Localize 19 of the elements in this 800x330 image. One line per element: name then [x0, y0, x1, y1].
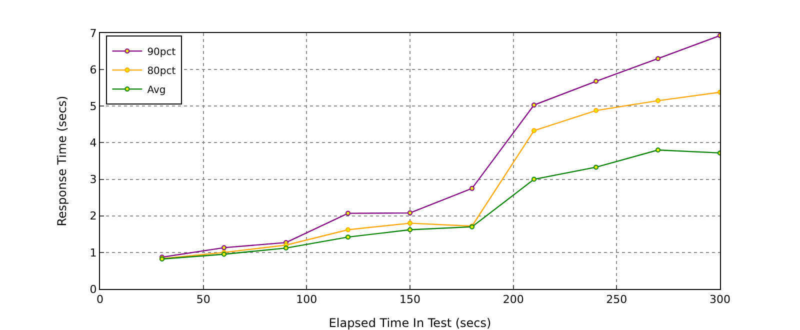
x-tick-label: 100 [296, 293, 318, 306]
y-tick-label: 0 [90, 282, 97, 296]
y-tick-label: 5 [90, 100, 97, 113]
x-tick-label: 250 [606, 293, 628, 306]
y-tick-label: 1 [90, 246, 97, 260]
x-tick-label: 200 [502, 293, 524, 306]
x-axis-title: Elapsed Time In Test (secs) [328, 316, 492, 330]
x-tick-label: 50 [196, 293, 210, 306]
y-tick-label: 6 [90, 63, 97, 76]
legend-label: Avg [147, 84, 166, 96]
y-axis-title: Response Time (secs) [55, 96, 69, 226]
y-tick-label: 7 [90, 26, 97, 40]
x-tick-label: 300 [710, 293, 730, 306]
y-tick-label: 4 [90, 136, 97, 150]
legend-label: 80pct [147, 66, 176, 77]
x-tick-label: 150 [400, 293, 420, 306]
legend-label: 90pct [147, 46, 176, 58]
y-tick-label: 3 [90, 173, 97, 186]
y-tick-label: 2 [90, 210, 97, 223]
